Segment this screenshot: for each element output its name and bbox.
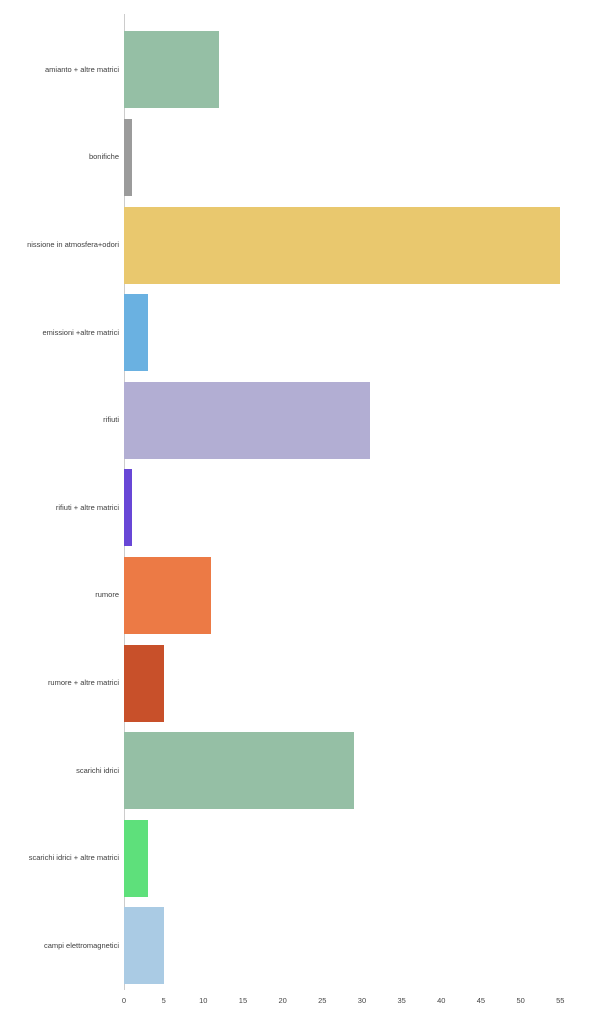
x-axis-tick-label: 20 xyxy=(278,996,287,1005)
category-label: scarichi idrici + altre matrici xyxy=(28,853,119,863)
x-axis-tick-label: 50 xyxy=(516,996,525,1005)
category-label: scarichi idrici xyxy=(76,765,119,775)
x-axis-tick-label: 35 xyxy=(397,996,406,1005)
category-label: emissioni +altre matrici xyxy=(42,327,119,337)
bar-rumore xyxy=(124,556,212,634)
category-label: bonifiche xyxy=(88,152,119,162)
bar-scarichi-idrici xyxy=(124,732,355,810)
bar-campi-elettromagnetici xyxy=(124,907,164,985)
category-label: campi elettromagnetici xyxy=(43,940,119,950)
category-label: rifiuti + altre matrici xyxy=(55,502,119,512)
x-axis-tick-label: 40 xyxy=(437,996,446,1005)
bar-nissione-in-atmosfera-odori xyxy=(124,206,561,284)
category-label: amianto + altre matrici xyxy=(45,64,119,74)
bar-amianto-altre-matrici xyxy=(124,31,220,109)
bar-emissioni-altre-matrici xyxy=(124,294,148,372)
category-label: nissione in atmosfera+odori xyxy=(27,240,119,249)
bar-scarichi-idrici-altre-matrici xyxy=(124,819,148,897)
category-label: rumore + altre matrici xyxy=(47,678,119,687)
bar-bonifiche xyxy=(124,118,132,196)
x-axis-tick-label: 30 xyxy=(357,996,367,1005)
category-label: rumore xyxy=(95,590,119,600)
x-axis-tick-label: 25 xyxy=(318,996,327,1005)
x-axis-tick-label: 10 xyxy=(199,996,208,1005)
x-axis-tick-label: 15 xyxy=(238,996,248,1005)
bar-rumore-altre-matrici xyxy=(124,644,164,722)
bar-rifiuti-altre-matrici xyxy=(124,469,132,547)
bar-rifiuti xyxy=(124,381,370,459)
x-axis-tick-label: 0 xyxy=(121,996,127,1005)
x-axis-tick-label: 55 xyxy=(556,996,565,1005)
x-axis-tick-label: 45 xyxy=(476,996,486,1005)
x-axis-tick-label: 5 xyxy=(161,996,166,1005)
category-label: rifiuti xyxy=(103,415,119,425)
